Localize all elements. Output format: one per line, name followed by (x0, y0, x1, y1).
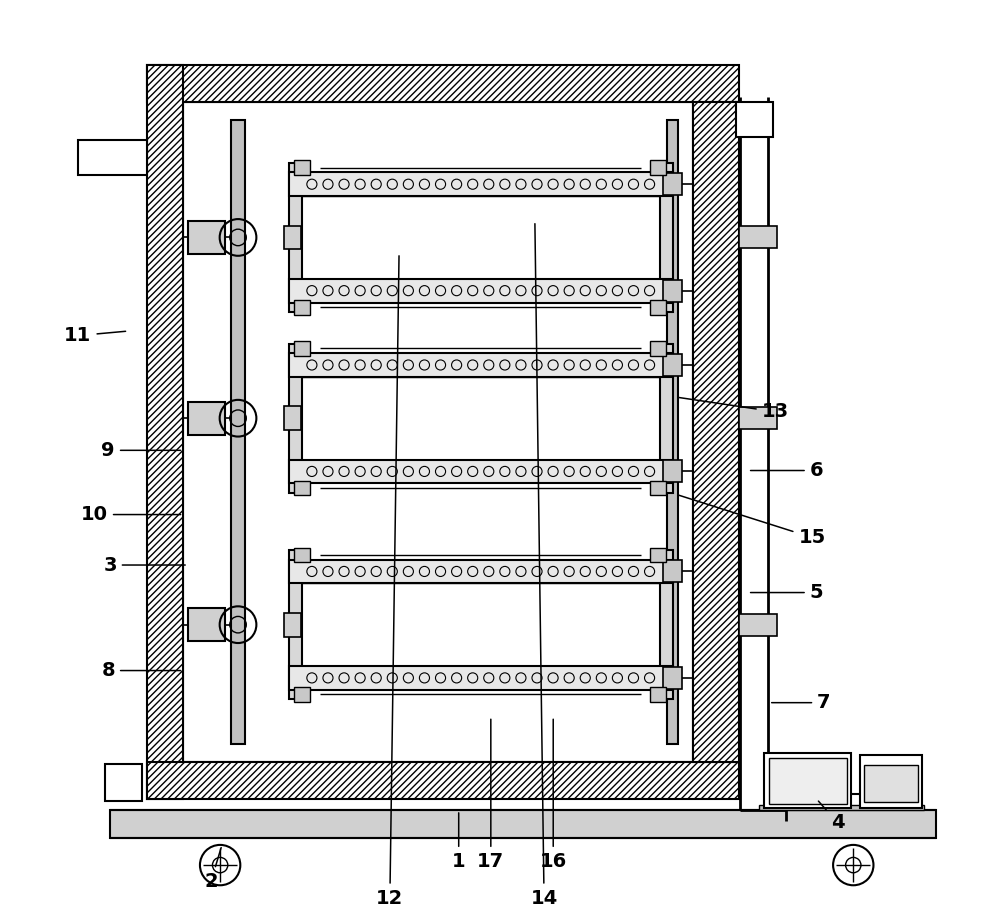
Text: 9: 9 (101, 441, 181, 460)
Bar (864, 765, 918, 801)
Bar (650, 300, 666, 314)
Bar (650, 548, 666, 562)
Bar (188, 221, 225, 254)
Bar (188, 608, 225, 641)
Text: 15: 15 (679, 495, 826, 547)
Text: 7: 7 (772, 693, 831, 712)
Bar (147, 763, 739, 799)
Text: 14: 14 (530, 223, 558, 908)
Text: 11: 11 (64, 326, 126, 346)
Bar (736, 102, 773, 137)
Bar (147, 65, 739, 102)
Bar (660, 344, 673, 493)
Bar (289, 666, 673, 690)
Text: 10: 10 (81, 505, 181, 524)
Text: 2: 2 (204, 847, 221, 891)
Bar (294, 687, 310, 702)
Text: 3: 3 (103, 555, 185, 574)
Bar (660, 163, 673, 312)
Bar (667, 120, 678, 744)
Text: 5: 5 (751, 583, 823, 602)
Bar (284, 406, 301, 430)
Bar (294, 160, 310, 175)
Bar (231, 120, 245, 744)
Text: 4: 4 (818, 801, 844, 833)
Bar (739, 407, 777, 429)
Bar (294, 548, 310, 562)
Bar (663, 354, 682, 376)
Text: 12: 12 (376, 255, 404, 908)
Bar (105, 764, 142, 800)
Text: 1: 1 (452, 812, 466, 871)
Bar (660, 550, 673, 699)
Bar (289, 550, 302, 699)
Bar (650, 160, 666, 175)
Bar (739, 614, 777, 636)
Bar (693, 102, 739, 763)
Bar (147, 65, 183, 799)
Bar (289, 278, 673, 302)
Bar (289, 353, 673, 377)
Bar (739, 226, 777, 248)
Bar (294, 341, 310, 356)
Text: 6: 6 (751, 461, 823, 480)
Bar (764, 754, 851, 808)
Bar (289, 344, 302, 493)
Bar (110, 810, 936, 837)
Bar (289, 163, 302, 312)
Text: 17: 17 (477, 720, 504, 871)
Bar (650, 687, 666, 702)
Bar (284, 613, 301, 637)
Bar (650, 341, 666, 356)
Bar (663, 460, 682, 482)
Bar (289, 172, 673, 196)
Bar (284, 225, 301, 249)
Bar (663, 279, 682, 301)
Bar (769, 758, 847, 803)
Text: 8: 8 (101, 661, 181, 680)
Bar (289, 560, 673, 584)
Bar (188, 402, 225, 435)
Bar (650, 481, 666, 495)
Bar (183, 102, 693, 763)
Text: 16: 16 (540, 720, 567, 871)
Bar (759, 805, 924, 810)
Bar (294, 481, 310, 495)
Bar (663, 561, 682, 583)
Bar (294, 300, 310, 314)
Bar (663, 667, 682, 689)
Bar (78, 141, 147, 175)
Bar (289, 460, 673, 483)
Text: 13: 13 (679, 398, 789, 421)
Bar (860, 755, 922, 808)
Bar (663, 173, 682, 195)
